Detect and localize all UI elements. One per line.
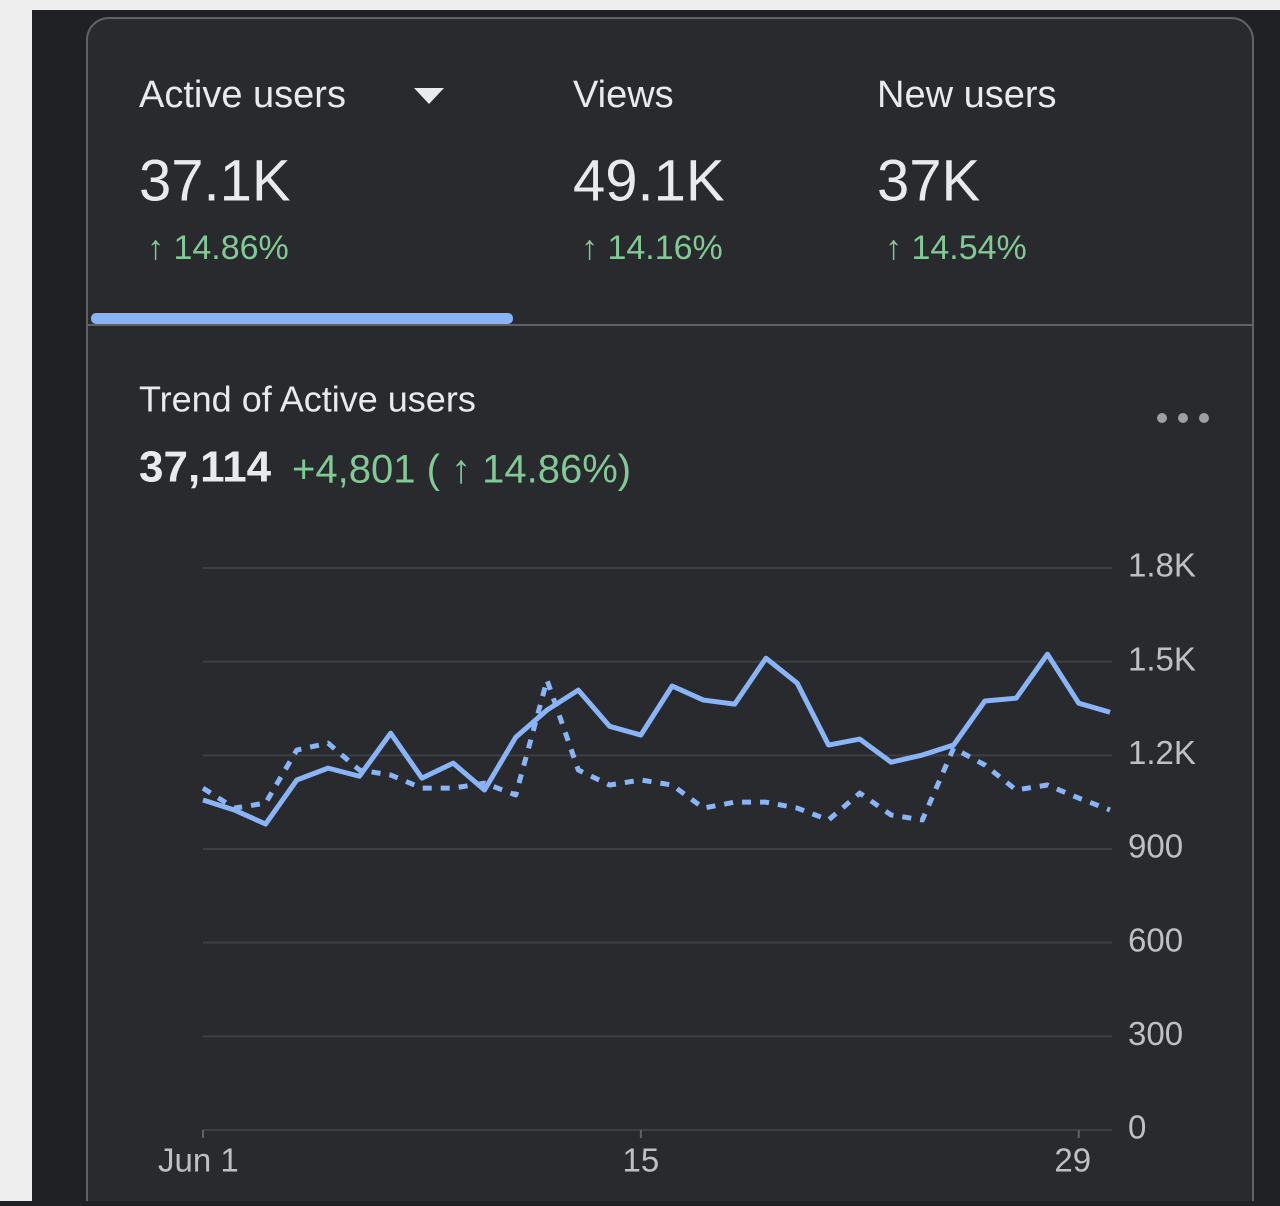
y-tick-label: 0 [1128, 1109, 1146, 1146]
tab-value[interactable]: 37K [877, 148, 981, 213]
dropdown-caret[interactable] [414, 88, 444, 104]
tab-change[interactable]: ↑ 14.54% [885, 229, 1027, 267]
y-tick-label: 300 [1128, 1015, 1183, 1052]
more-menu[interactable] [1157, 413, 1209, 423]
trend-delta: +4,801 ( ↑ 14.86%) [292, 448, 631, 492]
x-tick-label: 15 [623, 1142, 660, 1179]
left-edge [0, 0, 32, 1201]
y-tick-label: 600 [1128, 921, 1183, 958]
tab-value[interactable]: 37.1K [139, 148, 291, 213]
trend-total: 37,114 [139, 443, 272, 492]
x-tick-label: 29 [1054, 1142, 1091, 1179]
tab-change[interactable]: ↑ 14.86% [147, 229, 289, 267]
y-tick-label: 1.2K [1128, 734, 1196, 771]
tab-label[interactable]: New users [877, 74, 1057, 116]
tab-label[interactable]: Views [573, 74, 674, 116]
tab-label[interactable]: Active users [139, 74, 346, 116]
tab-value[interactable]: 49.1K [573, 148, 725, 213]
top-edge [0, 0, 1280, 10]
series-line [202, 651, 1111, 827]
y-tick-label: 1.5K [1128, 640, 1196, 677]
y-tick-label: 1.8K [1128, 547, 1196, 584]
x-tick-label: Jun 1 [158, 1142, 239, 1179]
trend-title: Trend of Active users [139, 379, 476, 420]
tab-indicator [91, 313, 513, 324]
y-tick-label: 900 [1128, 828, 1183, 865]
tab-change[interactable]: ↑ 14.16% [581, 229, 723, 267]
